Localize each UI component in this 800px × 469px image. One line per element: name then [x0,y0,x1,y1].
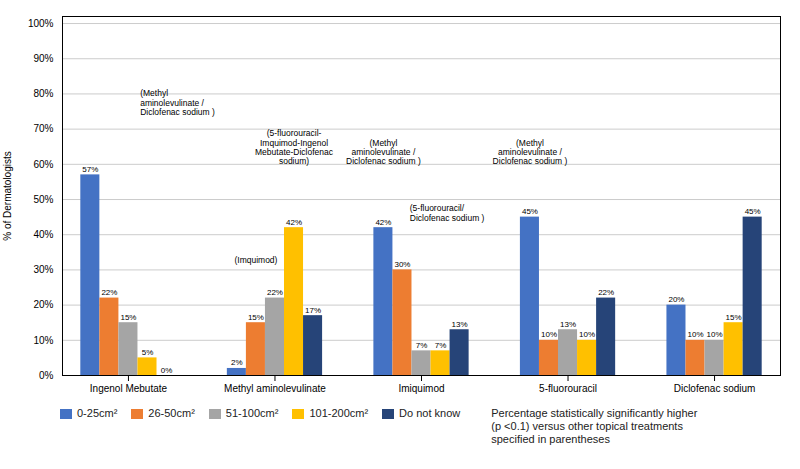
svg-text:80%: 80% [33,88,53,99]
html-text:Percentage statistically signi: Percentage statistically significantly h… [491,407,698,445]
svg-text:50%: 50% [33,194,53,205]
svg-text:7%: 7% [416,341,428,350]
svg-text:90%: 90% [33,53,53,64]
svg-text:45%: 45% [522,207,538,216]
svg-text:60%: 60% [33,159,53,170]
svg-text:Methyl aminolevulinate: Methyl aminolevulinate [224,383,326,394]
html-text:Do not know: Do not know [399,407,461,419]
svg-text:17%: 17% [305,306,321,315]
svg-text:30%: 30% [394,260,410,269]
html-text:101-200cm²: 101-200cm² [309,407,369,419]
svg-text:(Imquimod): (Imquimod) [234,255,277,265]
svg-text:0%: 0% [39,370,54,381]
svg-text:10%: 10% [579,330,595,339]
svg-text:13%: 13% [560,320,576,329]
svg-text:10%: 10% [688,330,704,339]
svg-text:10%: 10% [33,335,53,346]
svg-text:57%: 57% [82,165,98,174]
svg-text:42%: 42% [286,218,302,227]
svg-text:22%: 22% [101,288,117,297]
svg-text:20%: 20% [668,295,684,304]
svg-text:70%: 70% [33,123,53,134]
svg-text:5%: 5% [142,348,154,357]
svg-text:(Methylaminolevulinate /Diclof: (Methylaminolevulinate /Diclofenac sodiu… [346,138,421,167]
svg-text:20%: 20% [33,299,53,310]
svg-text:5-fluorouracil: 5-fluorouracil [539,383,597,394]
svg-text:42%: 42% [375,218,391,227]
svg-text:Diclofenac sodium: Diclofenac sodium [674,383,756,394]
svg-text:% of Dermatologists: % of Dermatologists [2,151,13,240]
svg-text:30%: 30% [33,264,53,275]
html-text:51-100cm²: 51-100cm² [225,407,279,419]
html-text:26-50cm²: 26-50cm² [148,407,195,419]
svg-text:(5-fluorouracil-Imquimod-Ingen: (5-fluorouracil-Imquimod-IngenolMebutate… [255,128,334,166]
svg-text:22%: 22% [267,288,283,297]
svg-text:(Methylaminolevulinate /Diclof: (Methylaminolevulinate /Diclofenac sodiu… [493,138,568,167]
svg-text:15%: 15% [120,313,136,322]
svg-text:100%: 100% [28,18,54,29]
svg-text:45%: 45% [745,207,761,216]
svg-text:10%: 10% [541,330,557,339]
svg-text:15%: 15% [726,313,742,322]
svg-text:7%: 7% [435,341,447,350]
svg-text:(5-fluorouracil/Diclofenac sod: (5-fluorouracil/Diclofenac sodium ) [410,203,485,222]
svg-text:Ingenol Mebutate: Ingenol Mebutate [90,383,168,394]
svg-text:2%: 2% [231,358,243,367]
svg-text:15%: 15% [248,313,264,322]
html-text:0-25cm²: 0-25cm² [77,407,118,419]
svg-text:13%: 13% [452,320,468,329]
svg-text:(Methylaminolevulinate /Diclof: (Methylaminolevulinate /Diclofenac sodiu… [140,88,215,117]
svg-text:40%: 40% [33,229,53,240]
svg-text:22%: 22% [598,288,614,297]
svg-text:Imiquimod: Imiquimod [398,383,444,394]
svg-text:0%: 0% [161,366,173,375]
svg-text:10%: 10% [707,330,723,339]
